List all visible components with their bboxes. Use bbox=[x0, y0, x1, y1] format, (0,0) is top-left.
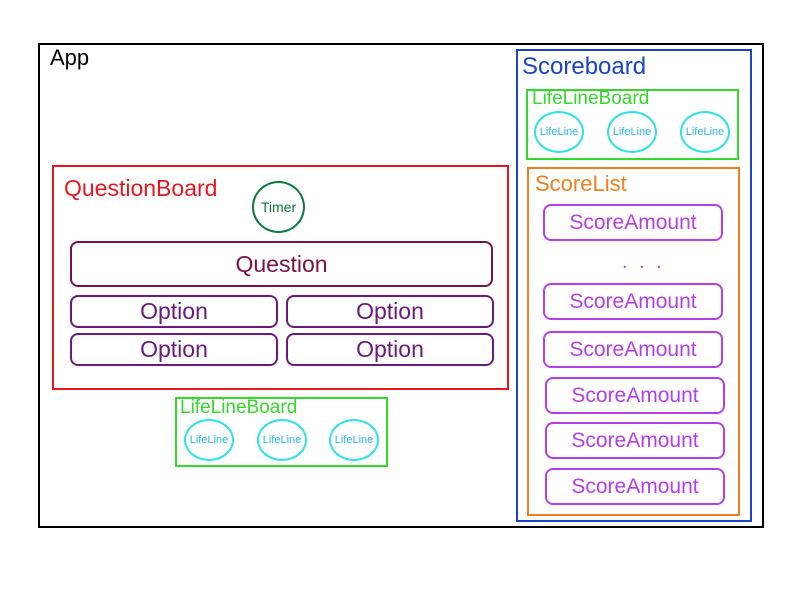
scoreboard-label: Scoreboard bbox=[522, 53, 647, 80]
question-board-box bbox=[52, 165, 509, 390]
question-node: Question bbox=[70, 241, 493, 287]
scoreboard-lifeline-board-box bbox=[526, 89, 739, 160]
scoreboard-lifeline-board-label: LifeLineBoard bbox=[532, 88, 650, 109]
option-node: Option bbox=[286, 333, 494, 366]
lifeline-node: LifeLine bbox=[257, 419, 307, 461]
lifeline-node: LifeLine bbox=[607, 111, 657, 153]
timer-node: Timer bbox=[252, 181, 305, 233]
app-box bbox=[38, 43, 764, 528]
lifeline-node: LifeLine bbox=[680, 111, 730, 153]
lifeline-node: LifeLine bbox=[329, 419, 379, 461]
score-amount-node: ScoreAmount bbox=[543, 331, 723, 368]
app-label: App bbox=[50, 45, 90, 70]
score-list-label: ScoreList bbox=[535, 171, 627, 196]
score-amount-node: ScoreAmount bbox=[543, 204, 723, 241]
ellipsis: . . . bbox=[622, 251, 665, 273]
score-list-box bbox=[527, 167, 740, 516]
score-amount-node: ScoreAmount bbox=[543, 283, 723, 320]
score-amount-node: ScoreAmount bbox=[545, 377, 725, 414]
lifeline-node: LifeLine bbox=[534, 111, 584, 153]
option-node: Option bbox=[70, 295, 278, 328]
option-node: Option bbox=[286, 295, 494, 328]
score-amount-node: ScoreAmount bbox=[545, 422, 725, 459]
scoreboard-box bbox=[516, 49, 752, 522]
question-board-label: QuestionBoard bbox=[64, 175, 218, 201]
lifeline-node: LifeLine bbox=[184, 419, 234, 461]
lifeline-board-label: LifeLineBoard bbox=[180, 397, 298, 418]
score-amount-node: ScoreAmount bbox=[545, 468, 725, 505]
lifeline-board-box bbox=[175, 397, 388, 467]
option-node: Option bbox=[70, 333, 278, 366]
